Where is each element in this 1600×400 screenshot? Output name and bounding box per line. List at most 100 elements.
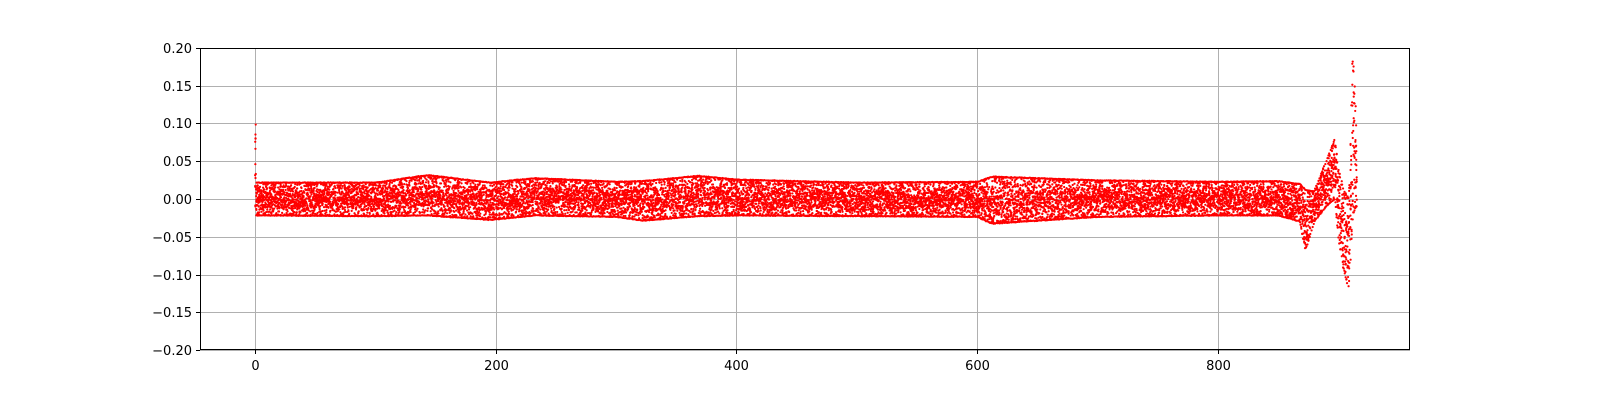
data-point bbox=[282, 188, 285, 191]
data-point bbox=[437, 212, 440, 215]
data-point bbox=[274, 183, 277, 187]
data-point bbox=[438, 186, 441, 189]
data-point bbox=[328, 200, 332, 203]
data-point bbox=[515, 195, 519, 198]
data-point bbox=[489, 184, 492, 187]
data-point bbox=[585, 209, 588, 212]
data-point bbox=[478, 215, 482, 218]
data-point bbox=[422, 179, 425, 182]
data-point bbox=[415, 209, 418, 212]
data-point bbox=[409, 208, 412, 211]
data-point bbox=[504, 196, 507, 199]
data-point bbox=[420, 190, 424, 194]
data-point bbox=[533, 197, 536, 200]
data-point bbox=[602, 182, 605, 185]
data-point bbox=[256, 184, 259, 187]
data-point bbox=[263, 212, 267, 215]
data-point bbox=[469, 206, 472, 209]
data-point bbox=[557, 192, 560, 195]
data-point bbox=[338, 190, 341, 193]
data-point bbox=[515, 208, 518, 211]
data-point bbox=[367, 206, 370, 210]
data-point bbox=[455, 214, 458, 217]
data-point bbox=[321, 209, 324, 213]
data-point bbox=[265, 210, 268, 214]
data-point bbox=[587, 183, 591, 186]
data-point bbox=[403, 183, 406, 186]
data-point bbox=[591, 195, 594, 198]
data-point bbox=[370, 205, 373, 208]
data-point bbox=[459, 199, 462, 202]
data-point bbox=[279, 185, 283, 188]
data-point bbox=[508, 212, 511, 216]
data-point bbox=[254, 140, 257, 143]
data-point bbox=[424, 181, 428, 184]
data-point bbox=[427, 207, 430, 210]
data-point bbox=[447, 191, 450, 194]
data-point bbox=[427, 198, 430, 201]
data-point bbox=[603, 212, 606, 215]
data-point bbox=[497, 195, 500, 198]
data-point bbox=[387, 212, 390, 215]
data-point bbox=[475, 203, 478, 206]
data-point bbox=[406, 187, 410, 190]
data-point bbox=[260, 198, 263, 202]
data-point bbox=[377, 189, 380, 192]
data-point bbox=[296, 196, 300, 199]
data-point bbox=[596, 201, 599, 204]
data-point bbox=[277, 210, 281, 213]
data-point bbox=[386, 209, 389, 212]
data-point bbox=[592, 206, 595, 210]
data-point bbox=[284, 184, 288, 187]
data-point bbox=[420, 177, 423, 180]
data-point bbox=[368, 203, 372, 206]
data-point bbox=[441, 209, 444, 213]
data-point bbox=[330, 195, 333, 198]
data-point bbox=[455, 192, 458, 195]
data-point bbox=[281, 203, 284, 206]
data-point bbox=[341, 185, 344, 188]
data-point bbox=[260, 190, 263, 193]
data-point bbox=[309, 195, 312, 198]
data-point bbox=[508, 182, 511, 186]
data-point bbox=[302, 196, 305, 199]
data-point bbox=[416, 207, 419, 210]
data-point bbox=[429, 210, 432, 213]
data-point bbox=[435, 180, 438, 183]
data-point bbox=[501, 196, 504, 199]
data-point bbox=[563, 209, 566, 212]
data-point bbox=[296, 183, 299, 186]
data-point bbox=[284, 203, 287, 206]
data-point bbox=[281, 211, 284, 214]
data-point bbox=[311, 203, 314, 206]
data-point bbox=[278, 188, 281, 191]
data-point bbox=[361, 191, 364, 194]
data-point bbox=[592, 189, 595, 192]
data-point bbox=[254, 163, 257, 166]
data-point bbox=[388, 204, 392, 208]
data-point bbox=[309, 199, 312, 202]
data-point bbox=[258, 187, 261, 190]
data-point bbox=[434, 212, 437, 215]
data-point bbox=[454, 209, 458, 212]
data-point bbox=[589, 203, 593, 207]
data-point bbox=[322, 206, 326, 209]
data-point bbox=[426, 209, 429, 213]
data-point bbox=[254, 172, 257, 176]
data-point bbox=[390, 181, 394, 184]
data-point bbox=[564, 212, 567, 215]
data-point bbox=[453, 210, 456, 213]
data-point bbox=[555, 206, 558, 209]
data-point bbox=[574, 204, 577, 207]
data-point bbox=[398, 211, 401, 214]
data-point bbox=[445, 180, 448, 183]
data-point bbox=[292, 198, 295, 201]
data-point bbox=[293, 185, 296, 189]
data-point bbox=[254, 123, 257, 126]
data-point bbox=[395, 205, 398, 208]
data-point bbox=[514, 187, 517, 191]
data-point bbox=[445, 194, 448, 197]
data-point bbox=[530, 194, 533, 197]
data-point bbox=[581, 209, 584, 212]
data-point bbox=[389, 181, 392, 184]
